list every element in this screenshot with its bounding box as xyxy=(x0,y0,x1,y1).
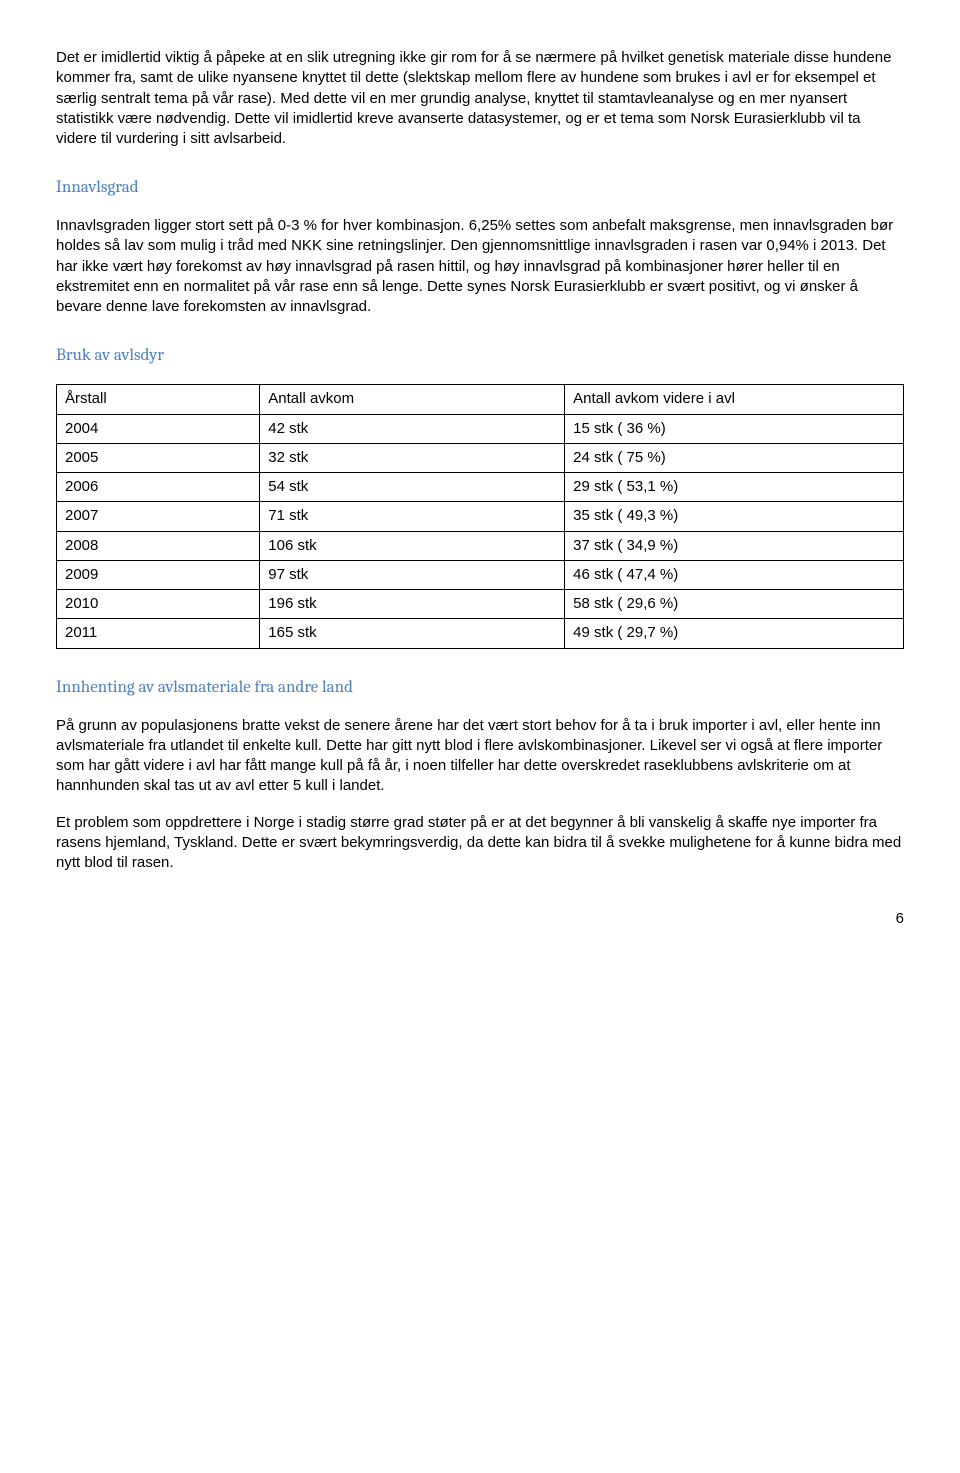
table-cell: 35 stk ( 49,3 %) xyxy=(565,502,904,531)
paragraph-innhenting-1: På grunn av populasjonens bratte vekst d… xyxy=(56,716,904,797)
table-cell: 2005 xyxy=(57,443,260,472)
table-cell: 37 stk ( 34,9 %) xyxy=(565,531,904,560)
table-cell: 196 stk xyxy=(260,590,565,619)
table-cell: 2007 xyxy=(57,502,260,531)
table-cell: 29 stk ( 53,1 %) xyxy=(565,473,904,502)
paragraph-innavlsgrad: Innavlsgraden ligger stort sett på 0-3 %… xyxy=(56,216,904,317)
table-cell: 58 stk ( 29,6 %) xyxy=(565,590,904,619)
table-row: 2007 71 stk 35 stk ( 49,3 %) xyxy=(57,502,904,531)
table-cell: 49 stk ( 29,7 %) xyxy=(565,619,904,648)
table-header-cell: Antall avkom xyxy=(260,385,565,414)
table-header-row: Årstall Antall avkom Antall avkom videre… xyxy=(57,385,904,414)
paragraph-intro: Det er imidlertid viktig å påpeke at en … xyxy=(56,48,904,149)
table-row: 2011 165 stk 49 stk ( 29,7 %) xyxy=(57,619,904,648)
heading-innavlsgrad: Innavlsgrad xyxy=(56,177,904,200)
table-header-cell: Årstall xyxy=(57,385,260,414)
paragraph-innhenting-2: Et problem som oppdrettere i Norge i sta… xyxy=(56,813,904,874)
table-cell: 32 stk xyxy=(260,443,565,472)
table-cell: 2011 xyxy=(57,619,260,648)
heading-innhenting: Innhenting av avlsmateriale fra andre la… xyxy=(56,677,904,700)
table-row: 2010 196 stk 58 stk ( 29,6 %) xyxy=(57,590,904,619)
table-cell: 24 stk ( 75 %) xyxy=(565,443,904,472)
table-cell: 46 stk ( 47,4 %) xyxy=(565,560,904,589)
heading-bruk-av-avlsdyr: Bruk av avlsdyr xyxy=(56,345,904,368)
table-cell: 15 stk ( 36 %) xyxy=(565,414,904,443)
table-cell: 2004 xyxy=(57,414,260,443)
table-cell: 42 stk xyxy=(260,414,565,443)
table-row: 2004 42 stk 15 stk ( 36 %) xyxy=(57,414,904,443)
table-cell: 97 stk xyxy=(260,560,565,589)
table-cell: 2010 xyxy=(57,590,260,619)
table-cell: 2006 xyxy=(57,473,260,502)
table-cell: 2009 xyxy=(57,560,260,589)
table-row: 2006 54 stk 29 stk ( 53,1 %) xyxy=(57,473,904,502)
table-row: 2009 97 stk 46 stk ( 47,4 %) xyxy=(57,560,904,589)
page-number: 6 xyxy=(56,909,904,929)
table-cell: 165 stk xyxy=(260,619,565,648)
table-row: 2005 32 stk 24 stk ( 75 %) xyxy=(57,443,904,472)
table-cell: 2008 xyxy=(57,531,260,560)
table-row: 2008 106 stk 37 stk ( 34,9 %) xyxy=(57,531,904,560)
table-header-cell: Antall avkom videre i avl xyxy=(565,385,904,414)
avlsdyr-table: Årstall Antall avkom Antall avkom videre… xyxy=(56,384,904,648)
table-cell: 106 stk xyxy=(260,531,565,560)
table-cell: 54 stk xyxy=(260,473,565,502)
table-cell: 71 stk xyxy=(260,502,565,531)
